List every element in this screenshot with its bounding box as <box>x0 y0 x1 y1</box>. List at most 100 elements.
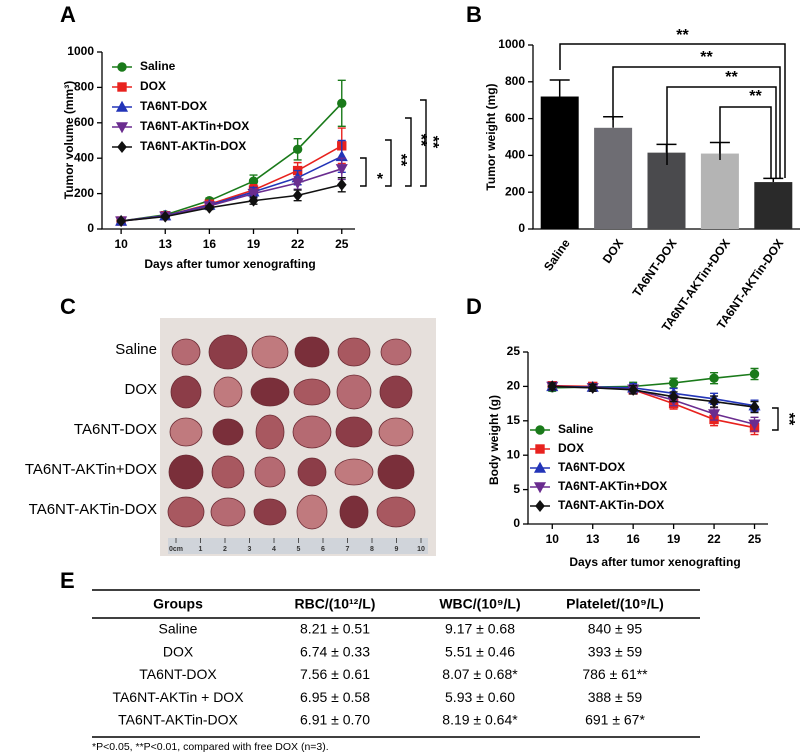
row-label: TA6NT-AKTin-DOX <box>29 501 157 518</box>
table-cell: TA6NT-DOX <box>139 666 217 682</box>
x-tick-label: 22 <box>291 237 305 251</box>
data-point <box>292 189 303 202</box>
legend-label: DOX <box>140 79 166 93</box>
x-axis-label: Days after tumor xenografting <box>569 555 740 569</box>
legend-label: DOX <box>558 441 584 455</box>
bar <box>647 152 686 229</box>
table-cell: TA6NT-AKTin-DOX <box>118 712 238 728</box>
data-point <box>292 144 303 155</box>
x-tick-label: 25 <box>748 532 762 546</box>
table-cell: 393 ± 59 <box>588 643 643 659</box>
legend-label: TA6NT-AKTin-DOX <box>140 139 246 153</box>
y-tick-label: 200 <box>505 184 525 198</box>
series-line <box>552 385 755 408</box>
table-cell: 7.56 ± 0.61 <box>300 666 370 682</box>
tumor <box>334 458 374 486</box>
bracket <box>772 407 779 431</box>
table-cell: 840 ± 95 <box>588 621 643 637</box>
footnote: *P<0.05, **P<0.01, compared with free DO… <box>92 741 329 753</box>
table-cell: 8.21 ± 0.51 <box>300 621 370 637</box>
tumor <box>210 497 246 527</box>
data-point <box>708 409 721 421</box>
significance: ** <box>725 69 738 86</box>
bracket <box>719 106 772 178</box>
tumor <box>377 454 415 490</box>
panel-label: A <box>60 2 76 27</box>
x-tick-label: 19 <box>667 532 681 546</box>
table-cell: TA6NT-AKTin + DOX <box>112 689 244 705</box>
data-point <box>335 164 348 176</box>
x-tick-label: 10 <box>114 237 128 251</box>
y-tick-label: 600 <box>74 115 94 129</box>
row-label: TA6NT-AKTin+DOX <box>25 461 157 478</box>
y-tick-label: 600 <box>505 111 525 125</box>
data-point <box>291 178 304 190</box>
series-line <box>121 183 342 222</box>
tumor <box>380 338 412 366</box>
tumor <box>213 376 243 408</box>
tumor <box>296 494 328 530</box>
tumor <box>376 496 416 528</box>
table-cell: 8.19 ± 0.64* <box>442 712 518 728</box>
significance: ** <box>412 134 429 147</box>
ruler-label: 9 <box>395 546 399 553</box>
legend-label: TA6NT-AKTin+DOX <box>140 119 249 133</box>
legend-label: Saline <box>140 59 176 73</box>
legend-marker <box>533 461 547 473</box>
significance: ** <box>392 154 409 167</box>
data-point <box>337 98 347 109</box>
error-bar <box>549 79 570 97</box>
bracket <box>666 86 777 178</box>
data-point <box>709 373 719 383</box>
data-point <box>628 383 639 396</box>
legend-marker <box>533 482 547 494</box>
tumor <box>297 457 327 487</box>
bracket <box>612 66 781 178</box>
tumor <box>212 418 244 446</box>
tumor <box>167 496 205 528</box>
table-cell: 6.95 ± 0.58 <box>300 689 370 705</box>
legend-marker <box>115 122 129 134</box>
legend-label: TA6NT-AKTin-DOX <box>558 498 664 512</box>
significance: * <box>377 171 384 188</box>
ruler-label: 10 <box>417 546 425 553</box>
y-tick-label: 1000 <box>67 44 94 58</box>
y-tick-label: 0 <box>87 221 94 235</box>
table-cell: DOX <box>163 643 194 659</box>
panel-label: B <box>466 2 482 27</box>
data-point <box>247 188 260 200</box>
x-tick-label: 16 <box>203 237 217 251</box>
y-tick-label: 1000 <box>498 37 525 51</box>
legend-marker <box>115 100 129 112</box>
y-tick-label: 0 <box>518 221 525 235</box>
table-cell: 691 ± 67* <box>585 712 645 728</box>
ruler-label: 1 <box>199 546 203 553</box>
significance: ** <box>749 88 762 105</box>
x-tick-label: 10 <box>546 532 560 546</box>
y-axis-label: Tumor volume (mm³) <box>62 81 76 199</box>
ruler-label: 8 <box>370 546 374 553</box>
tumor <box>253 498 287 526</box>
column-header: WBC/(10⁹/L) <box>439 596 520 612</box>
legend-marker <box>535 425 545 435</box>
y-tick-label: 0 <box>513 516 520 530</box>
legend-marker <box>535 500 545 512</box>
tumor <box>254 456 286 488</box>
table-cell: 6.74 ± 0.33 <box>300 643 370 659</box>
data-point <box>587 381 598 394</box>
data-point <box>668 378 679 388</box>
error-bar <box>763 177 784 183</box>
x-axis-label: Days after tumor xenografting <box>144 257 315 271</box>
tumor <box>168 454 204 490</box>
tumor <box>169 417 203 447</box>
tumor <box>208 334 248 370</box>
data-point <box>116 215 126 228</box>
table-cell: Saline <box>159 621 198 637</box>
row-label: DOX <box>124 381 157 398</box>
y-tick-label: 15 <box>507 413 521 427</box>
ruler-label: 7 <box>346 546 350 553</box>
x-tick-label: 25 <box>335 237 349 251</box>
y-tick-label: 200 <box>74 186 94 200</box>
data-point <box>748 419 761 431</box>
